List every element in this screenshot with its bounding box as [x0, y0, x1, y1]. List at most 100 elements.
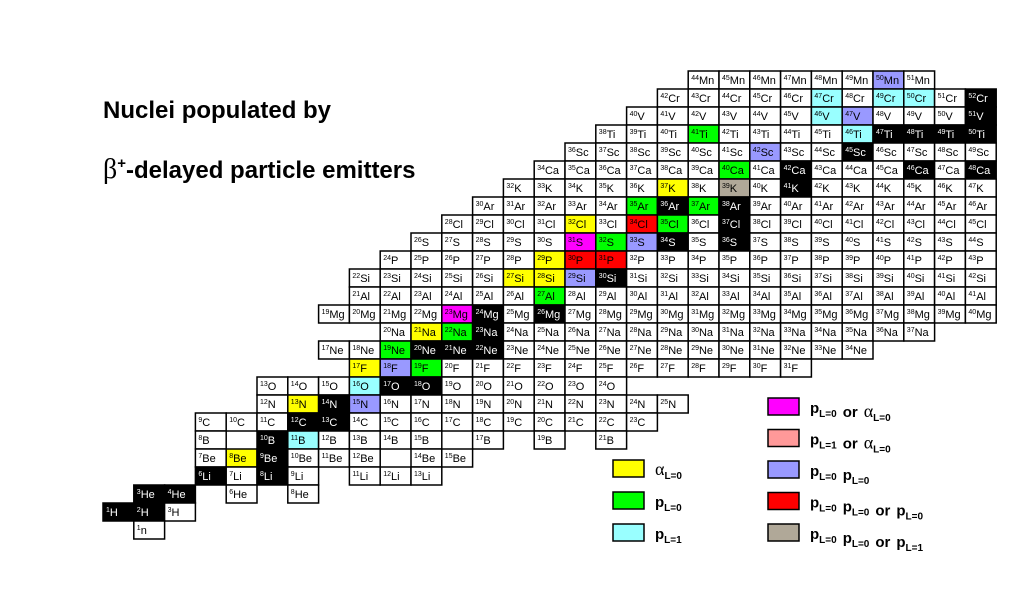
nuclide-label: 47Ca: [938, 165, 961, 177]
nuclide-label: 46Ca: [907, 165, 930, 177]
element-symbol: Ca: [637, 165, 652, 177]
element-symbol: Cr: [761, 93, 773, 105]
nuclide-label: 24Ne: [537, 345, 559, 357]
nuclide-label: 47Sc: [907, 147, 928, 159]
nuclide-label: 35Mg: [814, 309, 837, 321]
nuclide-label: 44Ti: [784, 129, 801, 141]
nuclide-label: 31Na: [722, 327, 745, 339]
element-symbol: Mg: [853, 309, 868, 321]
element-symbol: Si: [761, 273, 771, 285]
nuclide-label: 34Ne: [845, 345, 867, 357]
nuclide-label: 38Al: [876, 291, 894, 303]
element-symbol: Sc: [637, 147, 650, 159]
nuclide-label: 40Si: [907, 273, 925, 285]
mass-number: 26: [630, 363, 638, 370]
legend-text: p: [810, 526, 819, 543]
mass-number: 32: [630, 255, 638, 262]
mass-number: 28: [537, 273, 545, 280]
mass-number: 41: [814, 201, 822, 208]
mass-number: 37: [691, 201, 699, 208]
element-symbol: Si: [422, 273, 432, 285]
mass-number: 12: [322, 435, 330, 442]
mass-number: 14: [383, 435, 391, 442]
nuclide-label: 49Cr: [876, 93, 896, 105]
mass-number: 17: [476, 435, 484, 442]
mass-number: 17: [445, 417, 453, 424]
element-symbol: Al: [915, 291, 925, 303]
legend-label: pL=1 or αL=0: [810, 432, 891, 456]
nuclide-label: 38Cl: [753, 219, 771, 231]
nuclide-label: 47Ti: [876, 129, 893, 141]
element-symbol: Si: [976, 273, 986, 285]
element-symbol: P: [853, 255, 860, 267]
element-symbol: Mn: [822, 75, 837, 87]
mass-number: 12: [352, 453, 360, 460]
mass-number: 46: [845, 129, 853, 136]
nuclide-cell: [656, 394, 689, 414]
mass-number: 40: [753, 183, 761, 190]
element-symbol: Sc: [668, 147, 681, 159]
element-symbol: Mg: [483, 309, 498, 321]
mass-number: 45: [722, 75, 730, 82]
mass-number: 46: [753, 75, 761, 82]
nuclide-label: 23N: [599, 399, 615, 411]
mass-number: 24: [383, 255, 391, 262]
legend-swatch: [612, 523, 645, 542]
mass-number: 52: [968, 93, 976, 100]
nuclide-label: 15O: [322, 381, 339, 393]
nuclide-label: 32Si: [660, 273, 678, 285]
legend-label: pL=0 pL=0 or pL=0: [810, 495, 923, 523]
mass-number: 11: [322, 453, 329, 460]
mass-number: 8: [229, 453, 233, 460]
mass-number: 18: [445, 399, 453, 406]
nuclide-label: 49V: [907, 111, 923, 123]
mass-number: 34: [845, 345, 853, 352]
element-symbol: O: [422, 381, 431, 393]
element-symbol: K: [607, 183, 615, 195]
nuclide-label: 8B: [198, 435, 209, 447]
element-symbol: Cl: [822, 219, 832, 231]
element-symbol: C: [483, 417, 491, 429]
element-symbol: Ca: [761, 165, 776, 177]
mass-number: 23: [630, 417, 638, 424]
element-symbol: Al: [483, 291, 493, 303]
mass-number: 19: [476, 399, 484, 406]
mass-number: 42: [968, 273, 976, 280]
legend-text: p: [843, 467, 852, 484]
nuclide-label: 29Na: [660, 327, 683, 339]
mass-number: 45: [753, 93, 761, 100]
nuclide-label: 43Sc: [784, 147, 805, 159]
title-sup: +: [117, 155, 126, 172]
nuclide-label: 25Ne: [568, 345, 590, 357]
mass-number: 35: [630, 201, 638, 208]
mass-number: 25: [476, 291, 484, 298]
mass-number: 46: [784, 93, 792, 100]
nuclide-label: 31Mg: [691, 309, 714, 321]
legend-label: pL=0 pL=0: [810, 463, 870, 487]
nuclide-label: 31F: [784, 363, 799, 375]
element-symbol: V: [699, 111, 707, 123]
nuclide-label: 21O: [506, 381, 523, 393]
nuclide-label: 12Be: [352, 453, 373, 465]
nuclide-label: 19B: [537, 435, 552, 447]
mass-number: 15: [445, 453, 453, 460]
nuclide-label: 22O: [537, 381, 554, 393]
nuclide-label: 6Li: [198, 471, 210, 483]
nuclide-label: 29S: [506, 237, 521, 249]
element-symbol: Al: [545, 291, 555, 303]
mass-number: 18: [414, 381, 422, 388]
mass-number: 42: [691, 111, 699, 118]
nuclide-label: 14O: [291, 381, 308, 393]
mass-number: 20: [383, 327, 391, 334]
element-symbol: N: [422, 399, 430, 411]
nuclide-label: 35P: [722, 255, 737, 267]
element-symbol: P: [422, 255, 429, 267]
element-symbol: P: [761, 255, 768, 267]
nuclide-label: 50Cr: [907, 93, 927, 105]
nuclide-cell: [964, 304, 997, 324]
mass-number: 31: [784, 363, 792, 370]
nuclide-label: 10Be: [291, 453, 312, 465]
mass-number: 18: [383, 363, 391, 370]
mass-number: 23: [537, 363, 545, 370]
nuclide-label: 6He: [229, 489, 247, 501]
